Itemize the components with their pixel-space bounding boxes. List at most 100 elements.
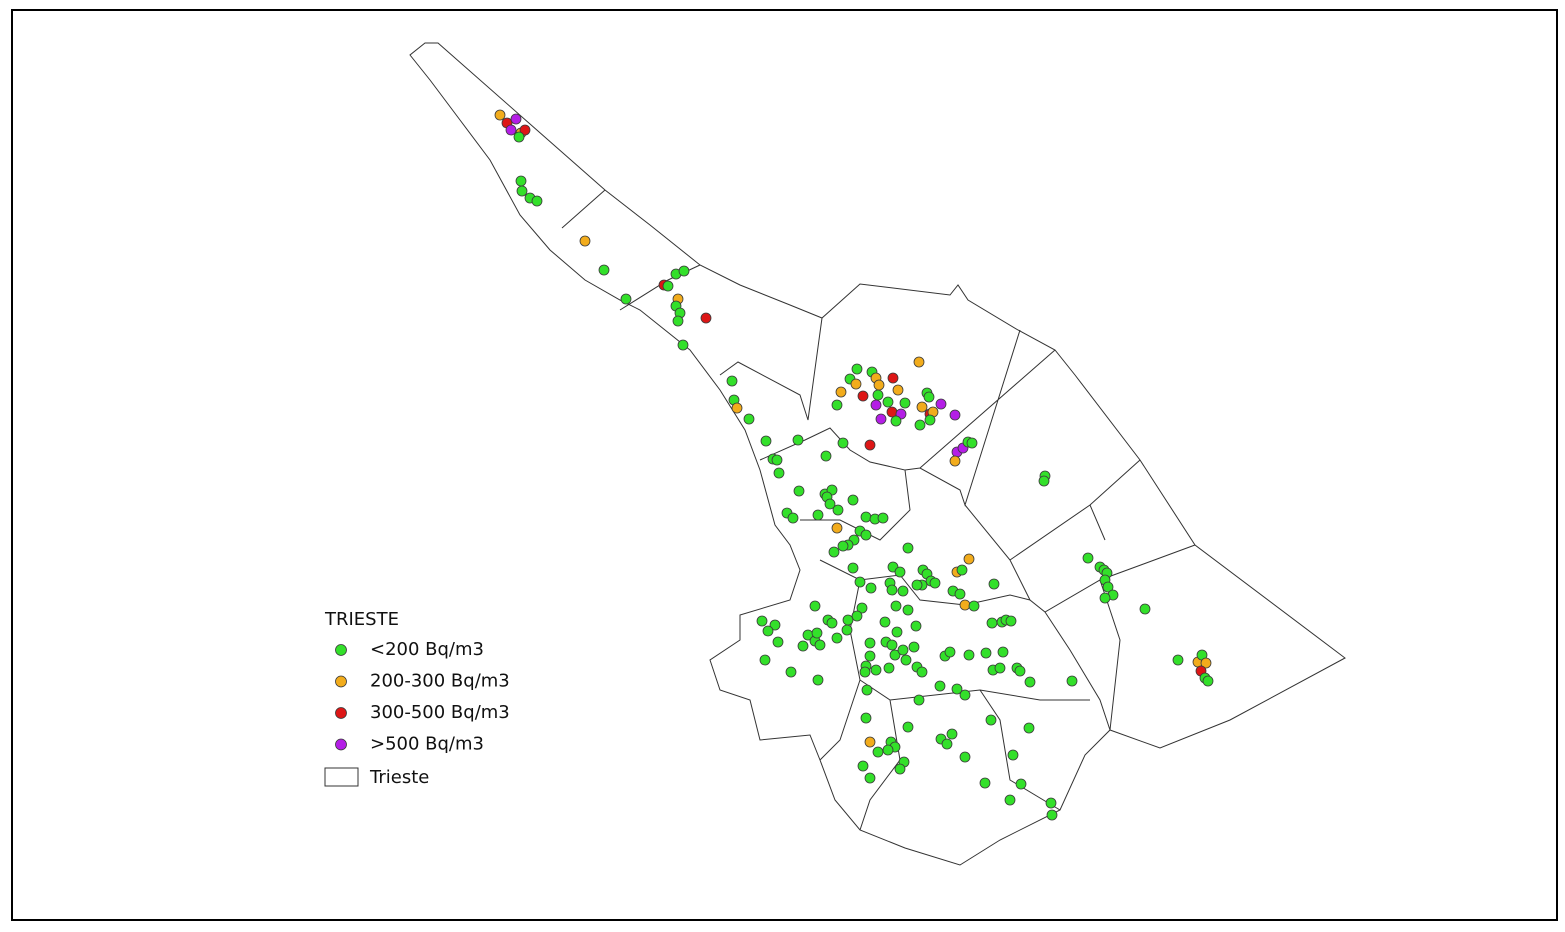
sample-point: [897, 644, 909, 656]
sample-point: [894, 566, 906, 578]
sample-point: [743, 413, 755, 425]
sample-point: [662, 280, 674, 292]
sample-point: [997, 646, 1009, 658]
sample-point: [864, 637, 876, 649]
sample-point: [1005, 615, 1017, 627]
sample-point: [913, 356, 925, 368]
sample-point: [831, 632, 843, 644]
sample-point: [731, 402, 743, 414]
sample-point: [519, 124, 531, 136]
sample-point: [762, 625, 774, 637]
sample-point: [510, 113, 522, 125]
sample-point: [985, 714, 997, 726]
sample-point: [886, 406, 898, 418]
sample-point: [792, 434, 804, 446]
sample-point: [772, 636, 784, 648]
sample-point: [959, 689, 971, 701]
sample-point: [769, 619, 781, 631]
sample-point: [894, 763, 906, 775]
sample-point: [875, 413, 887, 425]
sample-point: [963, 649, 975, 661]
sample-point: [831, 522, 843, 534]
sample-point: [759, 654, 771, 666]
sample-point: [1015, 778, 1027, 790]
sample-point: [864, 772, 876, 784]
sample-point: [979, 777, 991, 789]
sample-point: [814, 639, 826, 651]
sample-points: [494, 109, 1214, 821]
sample-point: [677, 339, 689, 351]
sample-point: [851, 610, 863, 622]
sample-point: [944, 646, 956, 658]
sample-point: [913, 694, 925, 706]
sample-point: [797, 640, 809, 652]
sample-point: [857, 760, 869, 772]
sample-point: [870, 399, 882, 411]
legend-boundary-label: Trieste: [369, 767, 429, 788]
sample-point: [785, 666, 797, 678]
sample-point: [865, 582, 877, 594]
sample-point: [756, 615, 768, 627]
sample-point: [826, 617, 838, 629]
sample-point: [531, 195, 543, 207]
sample-point: [860, 529, 872, 541]
sample-point: [771, 454, 783, 466]
legend-marker: [335, 738, 347, 751]
sample-point: [949, 409, 961, 421]
sample-point: [1202, 675, 1214, 687]
sample-point: [1082, 552, 1094, 564]
legend-label: >500 Bq/m3: [370, 734, 484, 755]
sample-point: [891, 626, 903, 638]
sample-point: [860, 712, 872, 724]
sample-point: [1045, 797, 1057, 809]
sample-point: [882, 744, 894, 756]
sample-point: [986, 617, 998, 629]
sample-point: [963, 553, 975, 565]
sample-point: [820, 450, 832, 462]
legend-marker: [335, 644, 347, 656]
sample-point: [1004, 794, 1016, 806]
sample-point: [966, 437, 978, 449]
sample-point: [850, 378, 862, 390]
legend-label: 200-300 Bq/m3: [370, 671, 510, 692]
sample-point: [870, 664, 882, 676]
sample-point: [872, 389, 884, 401]
sample-point: [1066, 675, 1078, 687]
sample-point: [672, 315, 684, 327]
legend-boundary-swatch: [324, 767, 359, 787]
sample-point: [760, 435, 772, 447]
sample-point: [1139, 603, 1151, 615]
sample-point: [1099, 592, 1111, 604]
sample-point: [835, 386, 847, 398]
sample-point: [811, 627, 823, 639]
sample-point: [864, 439, 876, 451]
legend-label: <200 Bq/m3: [370, 639, 484, 660]
sample-point: [959, 751, 971, 763]
legend-marker: [335, 707, 347, 719]
sample-point: [873, 379, 885, 391]
sample-point: [902, 721, 914, 733]
sample-point: [847, 562, 859, 574]
legend-label: 300-500 Bq/m3: [370, 702, 510, 723]
sample-point: [934, 680, 946, 692]
sample-point: [886, 584, 898, 596]
sample-point: [726, 375, 738, 387]
sample-point: [916, 401, 928, 413]
legend: TRIESTE Trieste <200 Bq/m3 200-300 Bq/m3 3…: [324, 609, 510, 788]
sample-point: [1200, 657, 1212, 669]
sample-point: [949, 455, 961, 467]
sample-point: [929, 577, 941, 589]
sample-point: [787, 512, 799, 524]
sample-point: [513, 131, 525, 143]
sample-point: [515, 175, 527, 187]
sample-point: [516, 185, 528, 197]
sample-point: [824, 498, 836, 510]
sample-point: [859, 666, 871, 678]
sample-point: [700, 312, 712, 324]
municipality-outline: [409, 42, 1346, 866]
sample-point: [620, 293, 632, 305]
sample-point: [579, 235, 591, 247]
sample-point: [994, 662, 1006, 674]
sample-point: [902, 604, 914, 616]
sample-point: [1024, 676, 1036, 688]
